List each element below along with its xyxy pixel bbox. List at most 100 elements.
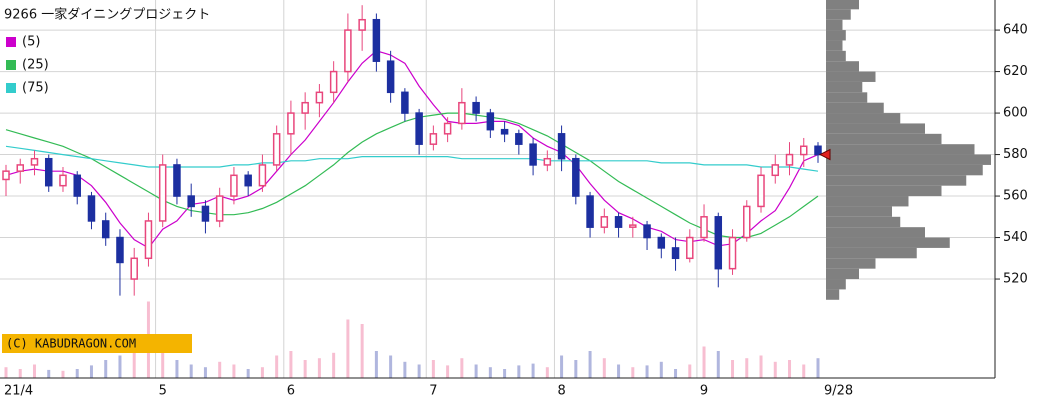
candle-body: [472, 101, 480, 114]
volume-bar: [360, 324, 364, 378]
volume-bar: [731, 360, 735, 378]
volume-bar: [232, 364, 236, 378]
profile-bar: [826, 92, 868, 103]
x-tick-label: 8: [557, 384, 565, 399]
candle-body: [230, 174, 238, 197]
x-tick-label: 9: [700, 384, 708, 399]
profile-bar: [826, 237, 950, 248]
volume-bar: [788, 360, 792, 378]
ma-line: [5, 145, 819, 172]
volume-bar: [446, 365, 450, 378]
candle-body: [529, 143, 537, 166]
axes: 520 540 560 580 600 620 640 21/4 5 6 7 8 9 9/28: [4, 23, 1028, 399]
y-tick-label: 620: [1003, 64, 1028, 79]
volume-bar: [474, 364, 478, 378]
candle-body: [16, 164, 24, 172]
legend-label: (5): [22, 35, 40, 50]
candle-body: [429, 133, 438, 145]
profile-bar: [826, 175, 967, 186]
y-tick-label: 580: [1003, 147, 1028, 162]
volume-bar: [617, 364, 621, 378]
x-tick-label: 9/28: [824, 384, 853, 399]
candle-body: [344, 29, 352, 73]
volume-bar: [460, 358, 464, 378]
volume-bar: [47, 369, 51, 378]
candle-body: [500, 128, 509, 135]
profile-bar: [826, 102, 884, 114]
volume-bar: [560, 355, 564, 378]
volume-bar: [118, 355, 122, 378]
y-tick-label: 600: [1003, 106, 1028, 121]
profile-bar: [826, 40, 843, 51]
candle-body: [144, 220, 153, 260]
profile-bar: [826, 144, 975, 155]
profile-bar: [826, 268, 859, 280]
y-tick-label: 540: [1003, 230, 1028, 245]
candle-body: [785, 153, 794, 166]
candle-body: [215, 195, 224, 222]
y-tick-label: 520: [1003, 272, 1028, 287]
volume-bar: [246, 369, 250, 378]
candles: [2, 5, 831, 296]
volume-bar: [275, 355, 279, 378]
volume-bar: [317, 358, 321, 378]
volume-bar: [175, 360, 179, 378]
profile-bar: [826, 81, 863, 93]
volume-bar: [161, 342, 165, 378]
candle-body: [543, 157, 552, 166]
volume-bar: [545, 367, 549, 378]
candle-body: [443, 122, 452, 135]
volume-bar: [189, 364, 193, 378]
profile-bar: [826, 154, 991, 165]
candle-body: [643, 224, 651, 239]
candle-body: [515, 133, 523, 145]
volume-bar: [645, 365, 649, 378]
volume-bar: [260, 367, 264, 378]
candle-body: [600, 216, 609, 228]
volume-bar: [75, 369, 79, 378]
candle-body: [244, 174, 252, 187]
candle-body: [757, 174, 765, 208]
volume-bar: [588, 351, 592, 378]
volume-bar: [132, 351, 136, 378]
candle-body: [386, 60, 395, 94]
candle-body: [657, 236, 666, 249]
candle-body: [59, 174, 67, 187]
profile-bar: [826, 247, 917, 259]
volume-bar: [816, 358, 820, 378]
candle-body: [372, 18, 381, 62]
volume-bar: [403, 361, 407, 378]
candle-body: [130, 257, 138, 280]
volume-bar: [631, 367, 635, 378]
volume-bar: [89, 365, 93, 378]
moving-averages: [5, 50, 819, 249]
candle-body: [116, 236, 124, 264]
candle-body: [458, 101, 466, 125]
candle-body: [301, 101, 309, 114]
profile-bar: [826, 113, 901, 124]
candle-body: [329, 70, 338, 94]
profile-bar: [826, 50, 846, 62]
ma-line: [5, 112, 819, 239]
profile-bar: [826, 71, 876, 82]
volume-bar: [745, 358, 749, 378]
watermark-box: [2, 334, 192, 353]
candle-body: [671, 247, 680, 260]
profile-bar: [826, 9, 851, 20]
volume-bar: [773, 361, 777, 378]
candle-body: [771, 164, 780, 177]
ma-line: [5, 50, 819, 249]
volume-bar: [332, 352, 336, 378]
profile-bar: [826, 279, 846, 290]
candle-body: [486, 112, 495, 131]
x-tick-label: 5: [159, 384, 167, 399]
candle-body: [700, 216, 708, 239]
profile-bar: [826, 227, 925, 238]
volume: [4, 301, 820, 378]
volume-bar: [659, 361, 663, 378]
candle-body: [358, 18, 366, 31]
volume-bar: [303, 360, 307, 378]
volume-bar: [431, 360, 435, 378]
volume-bar: [203, 367, 207, 378]
candle-body: [814, 145, 822, 156]
